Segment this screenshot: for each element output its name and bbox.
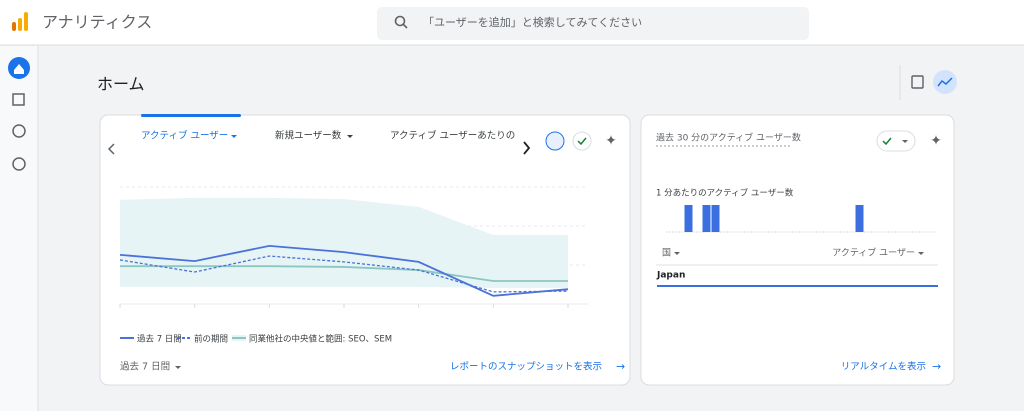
- tab-prev[interactable]: [107, 143, 115, 155]
- tab-next[interactable]: [523, 141, 531, 155]
- dropdown-arrow: [902, 140, 908, 143]
- chart-title: 1 分あたりのアクティブ ユーザー数: [656, 188, 794, 199]
- dropdown-arrow: [918, 252, 924, 255]
- metric-tab[interactable]: 新規ユーザー数: [275, 130, 342, 142]
- search-icon: [402, 23, 408, 29]
- nav-reports[interactable]: [12, 93, 25, 106]
- sparkle-icon[interactable]: ✦: [605, 133, 617, 149]
- side-nav: [0, 46, 38, 411]
- table-cell: Japan: [656, 271, 685, 281]
- snapshot-link[interactable]: レポートのスナップショットを表示: [450, 361, 602, 373]
- check-icon: [882, 137, 892, 146]
- card: [640, 114, 955, 386]
- table-header[interactable]: 国: [662, 248, 671, 259]
- nav-explore[interactable]: [12, 124, 26, 138]
- link-arrow: →: [932, 360, 941, 373]
- metric-tab[interactable]: アクティブ ユーザー: [141, 130, 228, 142]
- sparkle-icon[interactable]: ✦: [930, 133, 942, 149]
- check-icon: [577, 137, 587, 146]
- logo: [12, 12, 28, 31]
- insights-icon: [937, 77, 953, 87]
- home-icon: [14, 64, 24, 74]
- realtime-link[interactable]: リアルタイムを表示: [841, 361, 926, 373]
- page-title: ホーム: [97, 75, 145, 94]
- search-icon: [394, 15, 406, 27]
- status-button[interactable]: [876, 130, 916, 152]
- search-box[interactable]: [377, 7, 809, 40]
- series-line: [120, 265, 568, 282]
- bar: [711, 205, 720, 232]
- search-placeholder: 「ユーザーを追加」と検索してみてください: [423, 15, 642, 29]
- dropdown-arrow: [347, 135, 353, 138]
- notes-button[interactable]: [911, 75, 924, 89]
- series-line: [119, 244, 569, 297]
- date-range[interactable]: 過去 7 日間: [120, 361, 170, 373]
- app-title: アナリティクス: [42, 13, 152, 32]
- nav-advertising[interactable]: [12, 157, 26, 171]
- benchmark-button[interactable]: [545, 131, 565, 151]
- bar: [702, 205, 711, 232]
- dropdown-arrow: [231, 135, 237, 138]
- bar: [684, 205, 693, 232]
- legend-label: 同業他社の中央値と範囲: SEO、SEM: [249, 334, 392, 345]
- series-line: [119, 255, 569, 293]
- status-button[interactable]: [572, 131, 592, 151]
- tab-indicator: [141, 114, 241, 117]
- legend-label: 過去 7 日間: [137, 334, 182, 345]
- legend-label: 前の期間: [194, 334, 228, 345]
- insights-button[interactable]: [933, 70, 957, 94]
- dropdown-arrow: [175, 366, 181, 369]
- realtime-title: 過去 30 分のアクティブ ユーザー数: [656, 132, 801, 144]
- table-header[interactable]: アクティブ ユーザー: [832, 247, 915, 259]
- dropdown-arrow: [674, 252, 680, 255]
- metric-tab[interactable]: アクティブ ユーザーあたりの: [390, 130, 515, 142]
- link-arrow: →: [616, 360, 625, 373]
- bar: [855, 205, 864, 232]
